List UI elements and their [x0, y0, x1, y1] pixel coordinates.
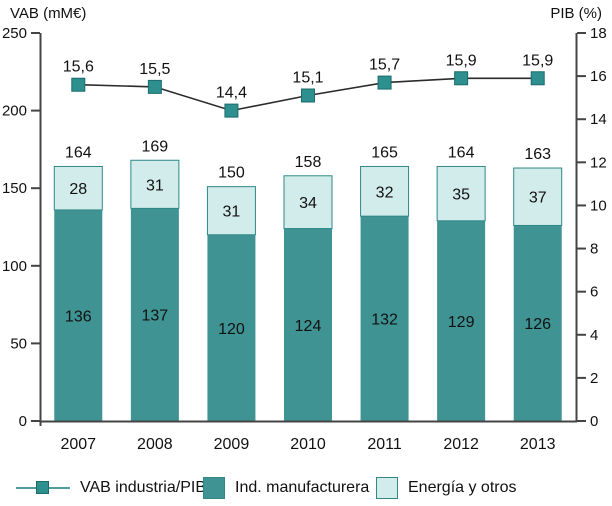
bar-segment-manufacturera — [360, 216, 409, 421]
bar-total-label: 169 — [142, 138, 169, 155]
pib-line-marker — [301, 88, 315, 103]
pib-value-label: 15,9 — [522, 52, 553, 69]
pib-line-marker — [71, 77, 86, 92]
left-axis-tick-label: 0 — [19, 413, 27, 430]
bar-segment-energia — [130, 159, 180, 209]
legend-item-vab-industria-pib: VAB industria/PIB — [16, 476, 206, 500]
bar-segment-energia — [360, 165, 410, 217]
right-axis-tick-label: 4 — [590, 327, 598, 344]
pib-line-marker — [530, 71, 545, 86]
legend-label: VAB industria/PIB — [80, 479, 206, 496]
right-axis-tick-label: 6 — [590, 284, 598, 301]
bar-value-label-manufacturera: 124 — [295, 318, 322, 335]
bar-segment-energia — [436, 165, 486, 222]
bar-total-label: 150 — [218, 165, 245, 182]
left-axis-title: VAB (mM€) — [10, 5, 87, 22]
year-label: 2008 — [137, 436, 173, 453]
right-axis-tick-label: 0 — [590, 413, 598, 430]
bar-total-label: 158 — [295, 154, 322, 171]
left-axis-tick-label: 200 — [2, 103, 27, 120]
right-axis-tick-label: 2 — [590, 370, 598, 387]
pib-value-label: 15,9 — [446, 52, 477, 69]
pib-line-marker — [224, 103, 239, 118]
pib-value-label: 15,5 — [139, 61, 170, 78]
right-axis-tick-label: 12 — [590, 154, 607, 171]
year-label: 2007 — [60, 436, 96, 453]
year-label: 2013 — [520, 436, 556, 453]
bar-value-label-manufacturera: 126 — [524, 316, 551, 333]
left-axis-tick-label: 250 — [2, 25, 27, 42]
bar-value-label-energia: 32 — [376, 184, 394, 201]
bar-value-label-energia: 35 — [452, 187, 470, 204]
bar-value-label-energia: 31 — [146, 177, 164, 194]
right-axis-title: PIB (%) — [550, 5, 602, 22]
pib-line-marker — [454, 71, 469, 86]
right-axis-tick-label: 14 — [590, 111, 607, 128]
legend-line-marker-swatch — [16, 481, 70, 495]
bar-value-label-energia: 28 — [69, 181, 87, 198]
pib-line-marker — [147, 79, 162, 94]
bar-segment-manufacturera — [437, 220, 486, 421]
bar-segment-energia — [513, 167, 563, 226]
bar-total-label: 165 — [371, 144, 398, 161]
legend-label: Energía y otros — [408, 479, 517, 496]
pib-value-label: 15,6 — [63, 59, 94, 76]
pib-line-marker — [377, 75, 392, 90]
legend-item-energia-y-otros: Energía y otros — [376, 476, 517, 500]
legend-dark-square-icon — [203, 477, 225, 499]
pib-value-label: 15,7 — [369, 57, 400, 74]
bar-value-label-manufacturera: 136 — [65, 308, 92, 325]
legend-item-ind-manufacturera: Ind. manufacturera — [203, 476, 369, 500]
year-label: 2010 — [290, 436, 326, 453]
bar-total-label: 164 — [448, 144, 475, 161]
year-label: 2009 — [214, 436, 250, 453]
bar-value-label-energia: 37 — [529, 190, 547, 207]
legend-label: Ind. manufacturera — [235, 479, 370, 496]
bar-value-label-manufacturera: 137 — [142, 308, 169, 325]
bar-segment-manufacturera — [130, 208, 179, 421]
bar-segment-energia — [206, 186, 256, 236]
bar-value-label-manufacturera: 120 — [218, 321, 245, 338]
pib-value-label: 15,1 — [292, 70, 323, 87]
bar-segment-manufacturera — [513, 225, 562, 421]
left-axis-tick-label: 100 — [2, 258, 27, 275]
left-axis-tick-label: 50 — [10, 335, 27, 352]
left-axis-tick-label: 150 — [2, 180, 27, 197]
legend-light-square-icon — [376, 477, 398, 499]
right-axis-tick-label: 16 — [590, 68, 607, 85]
plot-area: 1362816420071373116920081203115020091243… — [2, 25, 607, 453]
bar-segment-manufacturera — [207, 234, 256, 421]
bar-segment-energia — [283, 175, 333, 230]
legend: VAB industria/PIB Ind. manufacturera Ene… — [0, 470, 612, 506]
bar-segment-manufacturera — [54, 209, 103, 421]
right-axis-tick-label: 10 — [590, 197, 607, 214]
legend-square-marker-icon — [36, 481, 49, 494]
bar-value-label-manufacturera: 132 — [371, 312, 398, 329]
bar-segment-energia — [53, 165, 103, 211]
right-axis-tick-label: 8 — [590, 241, 598, 258]
bar-value-label-manufacturera: 129 — [448, 314, 475, 331]
bar-total-label: 164 — [65, 144, 92, 161]
bar-value-label-energia: 34 — [299, 195, 317, 212]
year-label: 2011 — [367, 436, 402, 453]
bar-value-label-energia: 31 — [223, 204, 241, 221]
year-label: 2012 — [443, 436, 479, 453]
pib-value-label: 14,4 — [216, 85, 247, 102]
bar-segment-manufacturera — [284, 228, 332, 421]
bar-total-label: 163 — [524, 146, 551, 163]
right-axis-tick-label: 18 — [590, 25, 607, 42]
